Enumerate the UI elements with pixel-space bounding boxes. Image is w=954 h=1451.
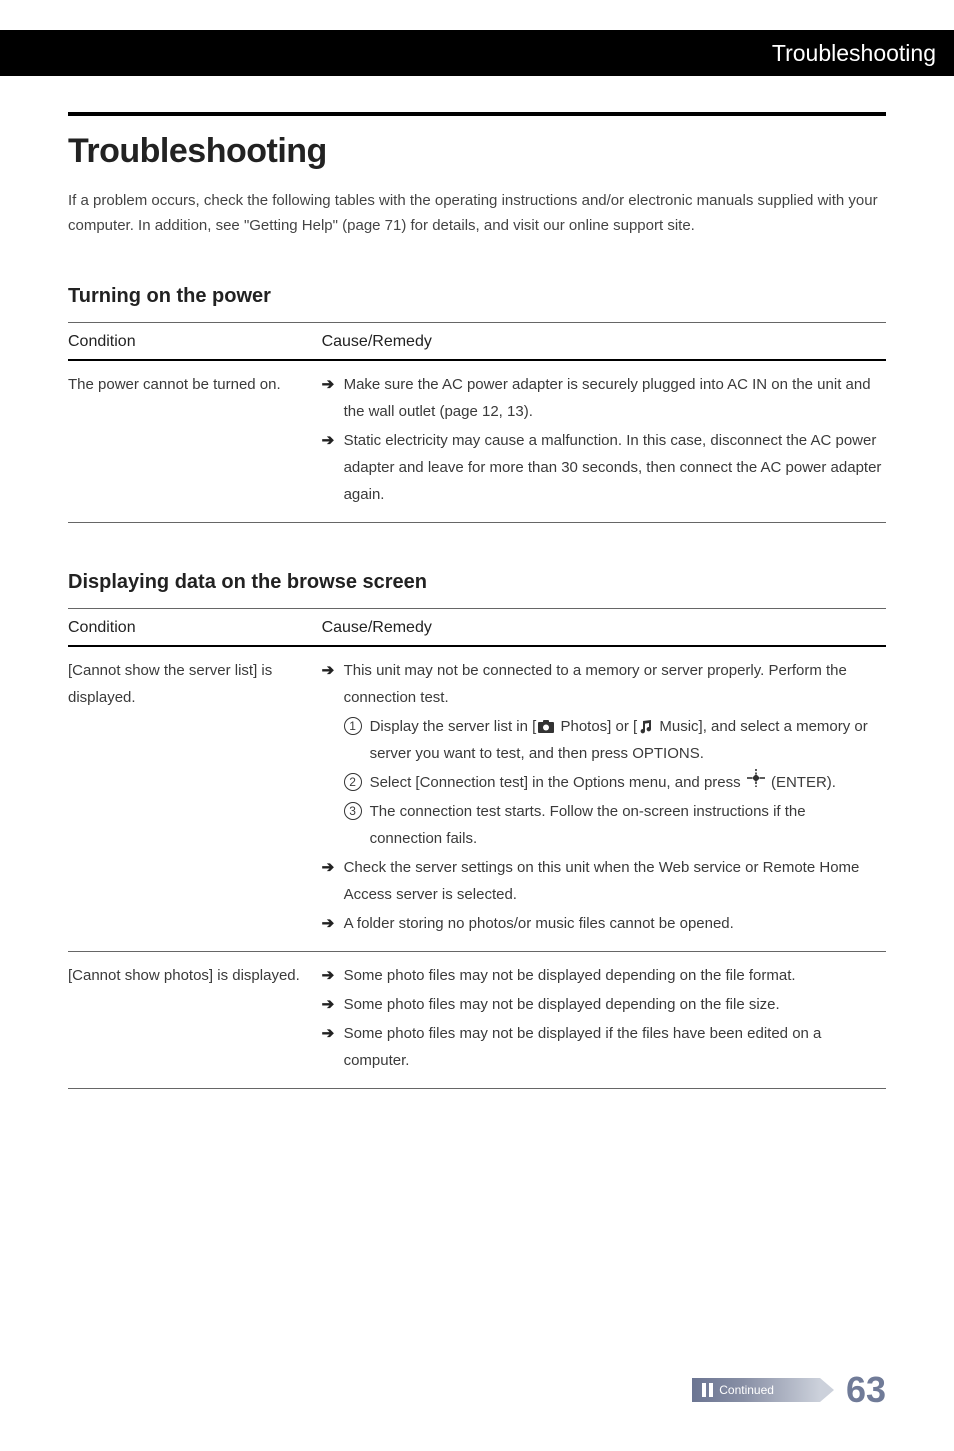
condition-cell: The power cannot be turned on. xyxy=(68,360,322,523)
remedy-lead: This unit may not be connected to a memo… xyxy=(344,662,847,706)
table-row: [Cannot show photos] is displayed. Some … xyxy=(68,952,886,1089)
music-icon xyxy=(639,720,653,734)
step-num-1-icon: 1 xyxy=(344,717,362,735)
remedy-item: Some photo files may not be displayed de… xyxy=(322,991,882,1018)
table-row: [Cannot show the server list] is display… xyxy=(68,646,886,952)
continued-label: Continued xyxy=(719,1383,820,1397)
col-condition: Condition xyxy=(68,322,322,360)
condition-cell: [Cannot show photos] is displayed. xyxy=(68,952,322,1089)
table-display: Condition Cause/Remedy [Cannot show the … xyxy=(68,608,886,1090)
remedy-item: Static electricity may cause a malfuncti… xyxy=(322,427,882,508)
remedy-item: Some photo files may not be displayed de… xyxy=(322,962,882,989)
camera-icon xyxy=(538,720,554,733)
table-row: The power cannot be turned on. Make sure… xyxy=(68,360,886,523)
step-num-3-icon: 3 xyxy=(344,802,362,820)
step-item: 2 Select [Connection test] in the Option… xyxy=(344,769,882,797)
remedy-item: Some photo files may not be displayed if… xyxy=(322,1020,882,1074)
continued-badge: Continued xyxy=(692,1378,820,1402)
intro-text: If a problem occurs, check the following… xyxy=(68,189,886,239)
col-cause: Cause/Remedy xyxy=(322,322,886,360)
remedy-item: Check the server settings on this unit w… xyxy=(322,854,882,908)
col-condition: Condition xyxy=(68,608,322,646)
section-heading-display: Displaying data on the browse screen xyxy=(68,571,886,594)
remedy-item: This unit may not be connected to a memo… xyxy=(322,657,882,853)
header-bar: Troubleshooting xyxy=(0,30,954,76)
col-cause: Cause/Remedy xyxy=(322,608,886,646)
enter-icon xyxy=(747,769,765,796)
remedy-item: Make sure the AC power adapter is secure… xyxy=(322,371,882,425)
header-title: Troubleshooting xyxy=(772,40,936,67)
remedy-cell: Some photo files may not be displayed de… xyxy=(322,952,886,1089)
condition-cell: [Cannot show the server list] is display… xyxy=(68,646,322,952)
section-rule xyxy=(68,112,886,116)
section-heading-power: Turning on the power xyxy=(68,285,886,308)
remedy-cell: Make sure the AC power adapter is secure… xyxy=(322,360,886,523)
remedy-item: A folder storing no photos/or music file… xyxy=(322,910,882,937)
table-power: Condition Cause/Remedy The power cannot … xyxy=(68,322,886,523)
page-number: 63 xyxy=(846,1369,886,1411)
page-title: Troubleshooting xyxy=(68,132,886,171)
step-item: 1 Display the server list in [ Photos] o… xyxy=(344,713,882,767)
continued-bars-icon xyxy=(692,1383,719,1397)
remedy-cell: This unit may not be connected to a memo… xyxy=(322,646,886,952)
page-footer: Continued 63 xyxy=(68,1369,886,1411)
step-item: 3 The connection test starts. Follow the… xyxy=(344,798,882,852)
step-num-2-icon: 2 xyxy=(344,773,362,791)
